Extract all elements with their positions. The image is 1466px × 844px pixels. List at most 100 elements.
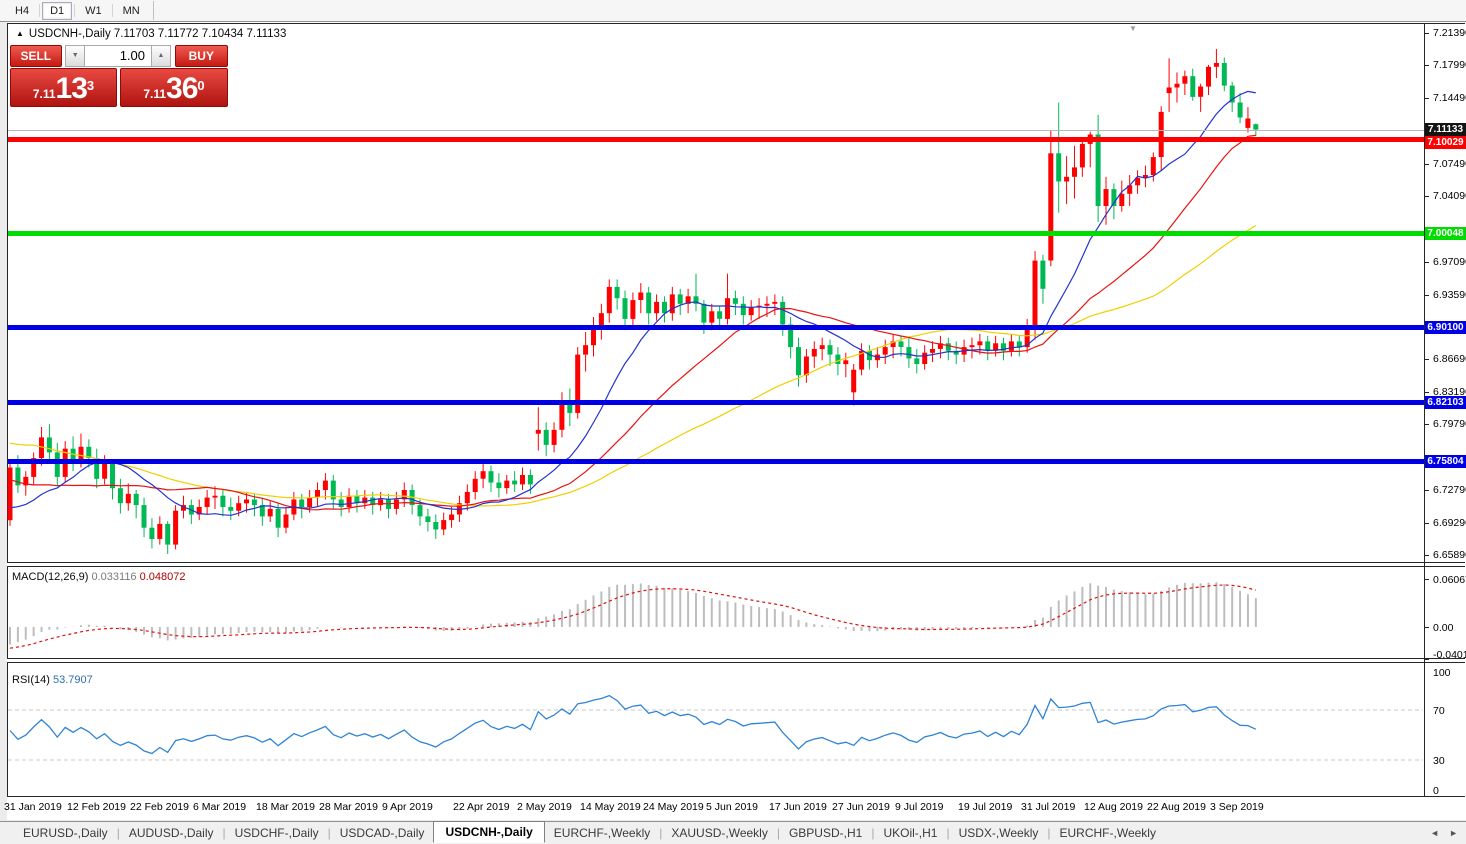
price-tick-mark [1424,164,1429,165]
rsi-tick-label: 30 [1433,755,1445,767]
rsi-panel[interactable] [7,662,1465,797]
chart-tab-xauusdweekly[interactable]: XAUUSD-,Weekly [671,826,768,840]
chart-tab-usdxweekly[interactable]: USDX-,Weekly [958,826,1039,840]
level-price-badge: 7.00048 [1425,227,1466,240]
toolbar-separator [152,1,154,20]
price-tick-label: 7.14490 [1433,92,1466,104]
date-label: 5 Jun 2019 [706,801,758,813]
price-tick-mark [1424,424,1429,425]
date-label: 19 Jul 2019 [958,801,1013,813]
price-tick-label: 6.93590 [1433,289,1466,301]
price-tick-label: 6.83190 [1433,386,1466,398]
chart-tab-eurchfweekly[interactable]: EURCHF-,Weekly [553,826,651,840]
volume-increase-button[interactable]: ▲ [151,45,171,67]
rsi-tick-label: 70 [1433,705,1445,717]
horizontal-level-line-7.10029[interactable] [8,137,1424,142]
macd-tick-label: 0.00 [1433,622,1454,634]
price-tick-mark [1424,98,1429,99]
tabs-scroll-right-icon[interactable]: ► [1449,828,1458,838]
date-label: 9 Apr 2019 [382,801,433,813]
buy-price-box[interactable]: 7.11 36 0 [120,68,228,107]
tab-separator: | [946,826,950,840]
sell-button[interactable]: SELL [10,45,62,67]
price-tick-mark [1424,262,1429,263]
date-label: 12 Aug 2019 [1084,801,1143,813]
horizontal-level-line-6.82103[interactable] [8,400,1424,405]
one-click-trading-panel: SELL ▼ 1.00 ▲ BUY 7.11 13 3 7.11 36 0 [10,45,229,107]
price-tick-mark [1424,295,1429,296]
price-tick-label: 6.97090 [1433,256,1466,268]
date-label: 6 Mar 2019 [193,801,247,813]
toolbar-separator [74,4,76,17]
tab-separator: | [659,826,663,840]
sell-price-sup: 3 [86,78,95,93]
sell-price-big: 13 [55,72,88,105]
date-label: 2 May 2019 [517,801,572,813]
price-tick-label: 6.86690 [1433,353,1466,365]
chart-tab-usdcnhdaily[interactable]: USDCNH-,Daily [433,821,545,843]
horizontal-level-line-6.75804[interactable] [8,459,1424,464]
timeframe-button-h4[interactable]: H4 [15,4,30,17]
chart-tab-usdchfdaily[interactable]: USDCHF-,Daily [234,826,319,840]
price-tick-label: 7.17990 [1433,59,1466,71]
collapse-triangle-icon[interactable]: ▲ [16,29,24,38]
tab-separator: | [776,826,780,840]
date-label: 22 Feb 2019 [130,801,189,813]
macd-tick-mark [1424,579,1429,580]
price-tick-label: 7.21390 [1433,27,1466,39]
price-tick-mark [1424,555,1429,556]
volume-decrease-button[interactable]: ▼ [65,45,86,67]
current-price-badge: 7.11133 [1425,123,1466,136]
current-price-line [8,130,1424,131]
chart-shift-marker-icon: ▼ [1129,24,1137,33]
price-tick-mark [1424,196,1429,197]
buy-button[interactable]: BUY [174,45,229,67]
level-price-badge: 7.10029 [1425,136,1466,149]
date-label: 27 Jun 2019 [832,801,890,813]
chart-tab-usdcaddaily[interactable]: USDCAD-,Daily [339,826,425,840]
tabs-scroll-left-icon[interactable]: ◄ [1430,828,1440,838]
sell-price-box[interactable]: 7.11 13 3 [10,68,117,107]
date-label: 14 May 2019 [580,801,641,813]
horizontal-level-line-6.90100[interactable] [8,325,1424,330]
level-price-badge: 6.75804 [1425,455,1466,468]
price-tick-label: 7.04090 [1433,190,1466,202]
candles-layer [7,48,1259,554]
sell-price-small: 7.11 [32,87,56,101]
price-tick-label: 6.69290 [1433,517,1466,529]
date-label: 9 Jul 2019 [895,801,944,813]
date-label: 22 Apr 2019 [453,801,510,813]
chart-tab-bar: EURUSD-,Daily | AUDUSD-,Daily | USDCHF-,Dail… [0,821,1466,844]
chart-window[interactable] [7,22,1466,820]
rsi-tick-label: 0 [1433,785,1439,797]
rsi-value: 53.7907 [52,674,93,686]
macd-tick-label: 0.060674 [1433,574,1466,586]
price-tick-mark [1424,359,1429,360]
ohlc-info-line: ▲ USDCNH-,Daily 7.11703 7.11772 7.10434 7… [16,28,286,40]
price-tick-mark [1424,33,1429,34]
timeframe-button-d1[interactable]: D1 [42,1,73,20]
price-scale-separator [1424,24,1425,797]
price-tick-mark [1424,490,1429,491]
price-tick-mark [1424,65,1429,66]
price-panel[interactable] [7,23,1465,563]
date-label: 18 Mar 2019 [256,801,315,813]
price-tick-label: 7.07490 [1433,158,1466,170]
price-tick-label: 6.72790 [1433,484,1466,496]
tab-separator: | [116,826,120,840]
horizontal-level-line-7.00048[interactable] [8,231,1424,236]
chart-tab-gbpusdh1[interactable]: GBPUSD-,H1 [788,826,863,840]
chart-tab-eurusddaily[interactable]: EURUSD-,Daily [23,826,108,840]
timeframe-button-w1[interactable]: W1 [85,4,102,17]
macd-main-value: 0.033116 [91,571,137,583]
chart-tab-ukoilh1[interactable]: UKOil-,H1 [883,826,938,840]
chart-tab-audusddaily[interactable]: AUDUSD-,Daily [128,826,214,840]
volume-field[interactable]: 1.00 [85,45,152,67]
timeframe-button-mn[interactable]: MN [122,4,140,17]
ohlc-text: USDCNH-,Daily 7.11703 7.11772 7.10434 7.… [28,28,287,40]
tab-separator: | [327,826,331,840]
chart-tab-eurchfweekly[interactable]: EURCHF-,Weekly [1059,826,1156,840]
toolbar-separator [111,4,113,17]
